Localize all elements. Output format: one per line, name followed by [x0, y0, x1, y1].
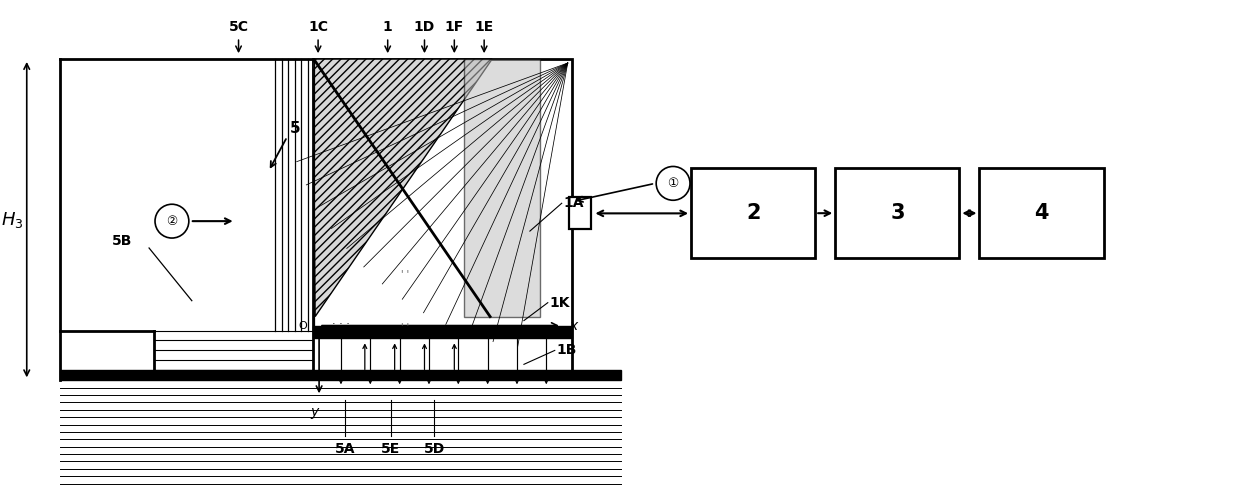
Text: ②: ② — [166, 214, 177, 228]
Text: $x$: $x$ — [569, 318, 579, 333]
Text: 5C: 5C — [228, 20, 248, 34]
Text: $H_3$: $H_3$ — [0, 210, 24, 230]
Text: 1B: 1B — [557, 344, 577, 357]
Text: . . .: . . . — [332, 316, 350, 325]
Text: 1C: 1C — [308, 20, 329, 34]
Polygon shape — [314, 59, 492, 317]
Text: 1: 1 — [383, 20, 393, 34]
Text: 1K: 1K — [549, 296, 570, 310]
Bar — [569, 198, 590, 229]
Text: ' ': ' ' — [401, 270, 409, 280]
Text: 1A: 1A — [564, 196, 584, 210]
Bar — [60, 370, 621, 380]
Text: 5A: 5A — [335, 442, 355, 456]
Text: 1D: 1D — [414, 20, 435, 34]
Text: 3: 3 — [890, 203, 904, 223]
Bar — [691, 169, 815, 258]
Text: 4: 4 — [1034, 203, 1049, 223]
Text: 5D: 5D — [424, 442, 445, 456]
Text: ①: ① — [667, 177, 678, 190]
Text: 5B: 5B — [112, 234, 133, 248]
Text: 5: 5 — [290, 121, 300, 136]
Bar — [980, 169, 1104, 258]
Bar — [464, 59, 539, 317]
Text: ' ': ' ' — [401, 322, 409, 333]
Text: 1E: 1E — [475, 20, 494, 34]
Text: 2: 2 — [746, 203, 760, 223]
Text: 5E: 5E — [381, 442, 401, 456]
Text: 1F: 1F — [445, 20, 464, 34]
Text: $y$: $y$ — [310, 406, 320, 421]
Bar — [314, 59, 572, 374]
Bar — [314, 325, 572, 339]
Bar — [836, 169, 960, 258]
Text: O: O — [299, 320, 308, 330]
